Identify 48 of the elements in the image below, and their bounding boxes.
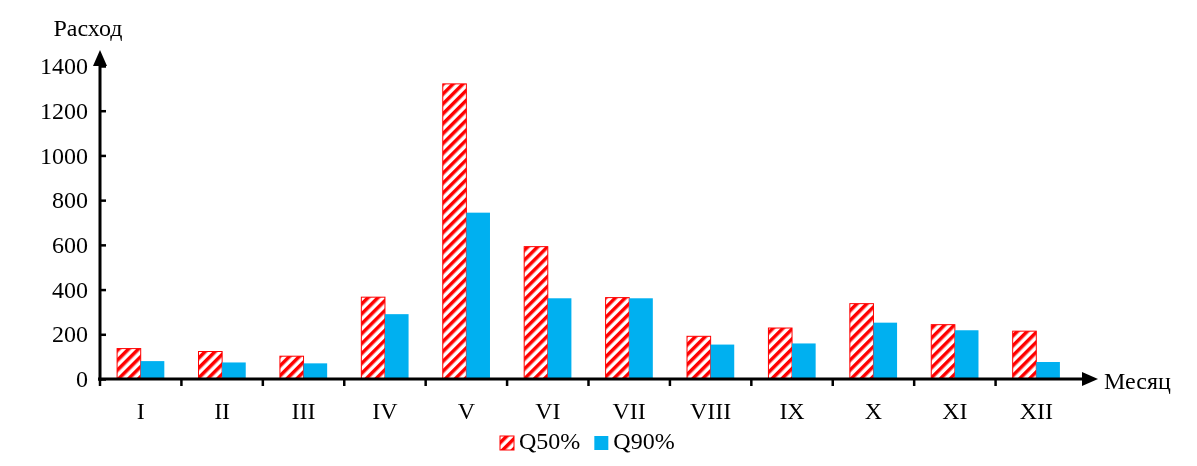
x-tick-label: VI — [535, 398, 561, 424]
x-tick-label: III — [291, 398, 316, 424]
y-tick-label: 200 — [52, 321, 88, 348]
bar — [686, 335, 712, 380]
bar — [442, 83, 467, 380]
y-tick-label: 400 — [52, 276, 88, 303]
bar — [792, 343, 816, 379]
x-tick-label: VIII — [689, 398, 732, 424]
x-tick-label: VII — [612, 398, 646, 424]
bar — [116, 348, 142, 380]
x-axis-title: Месяц — [1104, 368, 1171, 394]
bar — [279, 355, 305, 380]
x-tick-label: XII — [1019, 398, 1053, 424]
bar — [873, 322, 898, 379]
bar — [710, 344, 735, 379]
bar — [384, 314, 409, 379]
bar — [954, 330, 979, 379]
bar — [930, 324, 956, 380]
x-tick-label: XI — [942, 398, 968, 424]
legend-label: Q50% — [519, 428, 581, 454]
x-tick-label: IX — [779, 398, 805, 424]
bar — [303, 363, 328, 379]
bar — [1012, 330, 1037, 380]
y-axis-title: Расход — [53, 15, 123, 41]
x-tick-label: V — [457, 398, 476, 424]
x-tick-label: IV — [372, 398, 399, 424]
bar — [767, 327, 793, 380]
y-tick-label: 800 — [52, 187, 88, 214]
y-tick-label: 1400 — [40, 53, 88, 80]
y-tick-label: 1000 — [40, 142, 88, 169]
bar — [547, 298, 572, 379]
legend-label: Q90% — [613, 428, 675, 454]
y-tick-label: 1200 — [40, 97, 88, 124]
x-tick-label: I — [136, 398, 145, 424]
x-tick-label: X — [864, 398, 883, 424]
x-tick-label: II — [214, 398, 231, 424]
bar — [523, 246, 549, 380]
bar — [360, 296, 386, 380]
y-tick-label: 0 — [76, 366, 88, 393]
bar — [629, 298, 653, 379]
bar — [849, 303, 874, 380]
bar — [466, 212, 490, 379]
bar — [198, 351, 223, 380]
bar — [140, 361, 165, 379]
bar — [222, 362, 246, 379]
y-tick-label: 600 — [52, 232, 88, 259]
bar — [605, 297, 630, 380]
bar — [1036, 362, 1060, 379]
